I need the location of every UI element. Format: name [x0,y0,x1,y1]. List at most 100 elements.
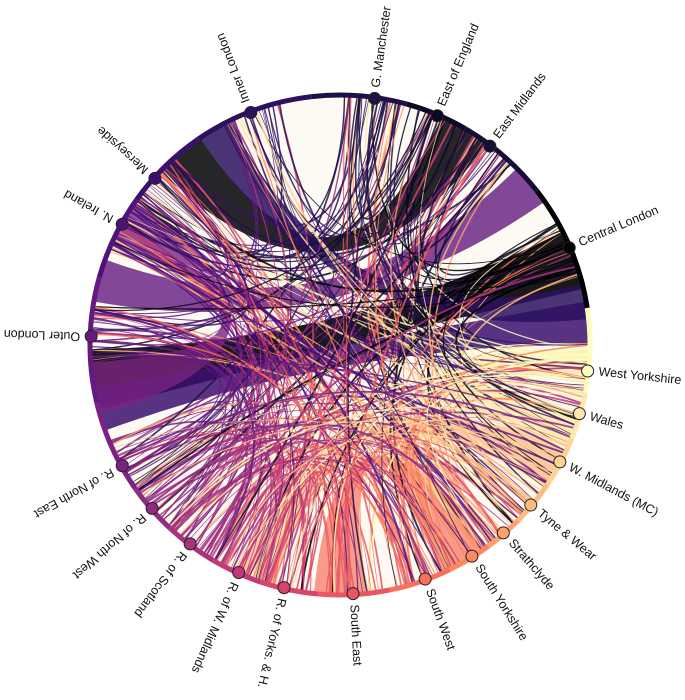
chord [258,123,453,580]
chord [92,340,255,560]
node-marker [368,91,382,105]
node-label: South West [423,587,458,653]
chord [431,162,509,545]
node-label: R. of North East [31,466,116,522]
node-label: Tyne & Wear [535,506,599,563]
chord [152,182,262,537]
chord [239,117,561,460]
chord [354,97,430,220]
chord [253,112,566,265]
node-marker [524,498,538,512]
chord [366,99,579,416]
chord [436,153,575,295]
chord [302,120,446,591]
chord [127,215,493,542]
chord [130,100,385,246]
chord [244,471,326,591]
chord [333,372,586,593]
chord [94,306,409,584]
node-label: Inner London [213,31,252,105]
chord [123,125,457,281]
node-marker [244,106,258,120]
chord [406,229,560,578]
chord [192,454,452,567]
chord [92,170,247,358]
chord [428,162,532,504]
chord [112,243,248,491]
node-label: Wales [588,409,625,432]
chord [114,241,577,308]
chord [268,100,383,240]
node-label: R. of Yorks. & H. [255,597,289,690]
chord [358,97,588,365]
chord [172,112,429,530]
chord [223,125,449,569]
chord [438,384,584,521]
chord [191,430,534,545]
chord [92,355,576,426]
chord [435,139,572,435]
node-marker [418,572,432,586]
node-marker [562,241,576,255]
chord [141,420,562,496]
chord [345,97,352,593]
node-label: R. of Scotland [131,549,189,620]
ring-segment [463,126,539,193]
chord [227,123,479,552]
chord [144,191,588,353]
chord [94,114,434,312]
chord [394,132,469,568]
chord [92,356,227,526]
node-label: East of England [434,21,481,108]
node-marker [572,407,586,421]
chord [139,197,271,552]
chord [296,468,474,590]
chords [91,97,589,594]
chord [443,223,557,474]
chord [228,123,471,557]
node-label: N. Ireland [61,187,115,226]
node-marker [145,501,159,515]
chord [267,107,485,239]
chord [164,169,339,594]
node-label: West Yorkshire [598,365,682,388]
chord [381,142,484,587]
ring-segment [94,402,138,490]
chord [169,406,571,527]
node-marker [496,526,510,540]
chord [144,192,585,386]
chord [224,449,299,580]
chord [146,423,486,548]
node-label: East Midlands [490,70,548,141]
chord [262,109,495,540]
chord [424,430,554,569]
chord [91,159,507,346]
chord [233,357,588,570]
chord [124,97,346,254]
chord [126,390,571,473]
chord [92,333,411,584]
ring-segment [96,198,139,279]
chord [427,397,579,566]
node-label: South East [347,604,364,666]
ring-segment [582,307,593,394]
chord [462,361,586,416]
chord [93,316,221,472]
chord [110,169,229,278]
chord [262,101,391,581]
node-label: G. Manchester [369,5,394,88]
node-marker [346,587,360,601]
node-marker [84,329,98,343]
chord [256,135,475,580]
node-label: South Yorkshire [472,561,530,643]
chord [170,163,581,408]
chord [257,374,586,580]
chord [347,101,387,592]
node-label: W. Midlands (MC) [567,460,661,519]
node-marker [232,565,246,579]
chord [256,416,549,579]
node-marker [183,537,197,551]
node-label: R. of North West [70,511,149,582]
chord [258,110,544,487]
chord [361,100,469,235]
